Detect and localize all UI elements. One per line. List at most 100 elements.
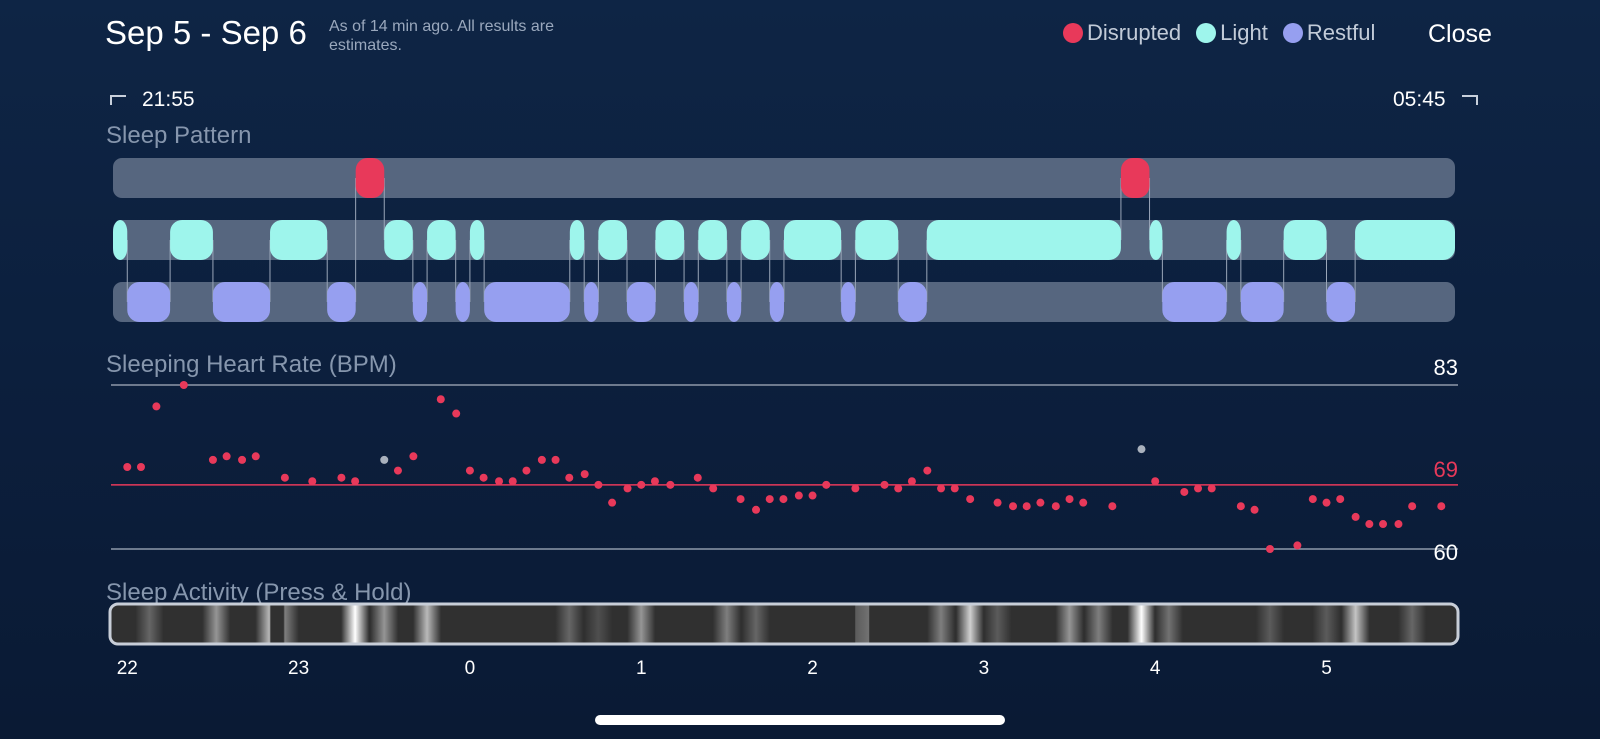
heart-rate-point [937, 484, 946, 493]
heart-rate-point [351, 477, 360, 486]
heart-rate-point [693, 473, 702, 482]
heart-rate-point [222, 452, 231, 461]
light-segment [783, 220, 842, 260]
heart-rate-point [1351, 512, 1360, 521]
heart-rate-point [380, 455, 389, 464]
x-axis: 22 23 0 1 2 3 4 5 [117, 658, 1332, 679]
heart-rate-point [966, 495, 975, 504]
legend-label: Restful [1306, 20, 1376, 45]
heart-rate-point [1079, 498, 1088, 507]
restful-segment [455, 282, 470, 322]
restful-segment [841, 282, 856, 322]
close-button[interactable]: Close [1428, 20, 1492, 48]
heart-rate-point [851, 484, 860, 493]
sleep-activity-chart[interactable] [108, 602, 1460, 646]
light-segment [469, 220, 485, 260]
start-time: 21:55 [110, 88, 195, 112]
x-tick-label: 4 [1150, 658, 1161, 679]
legend-light: Light [1196, 20, 1268, 46]
heart-rate-point [1322, 498, 1331, 507]
heart-rate-point [409, 452, 418, 461]
heart-rate-point [465, 466, 474, 475]
heart-rate-point [650, 477, 659, 486]
heart-rate-point [907, 477, 916, 486]
heart-rate-point [709, 484, 718, 493]
restful-segment [484, 282, 570, 322]
bracket-right-icon [1461, 95, 1478, 106]
restful-dot-icon [1282, 23, 1303, 43]
legend-disrupted: Disrupted [1063, 20, 1181, 46]
heart-rate-point [779, 495, 788, 504]
heart-rate-point [623, 484, 632, 493]
heart-rate-point [1137, 445, 1146, 454]
heart-rate-point [580, 470, 589, 479]
heart-rate-point [923, 466, 932, 475]
x-tick-label: 3 [979, 658, 990, 679]
heart-rate-point [594, 480, 603, 489]
sleep-activity-bar [108, 602, 1460, 646]
max-value-label: 83 [1434, 355, 1458, 380]
light-segment [741, 220, 770, 260]
sleep-pattern-chart [113, 158, 1455, 322]
heart-rate-point [1180, 487, 1189, 496]
heart-rate-point [1236, 502, 1245, 511]
restful-segment [127, 282, 171, 322]
heart-rate-point [1051, 502, 1060, 511]
heart-rate-point [1308, 495, 1317, 504]
heart-rate-point [666, 480, 675, 489]
heart-rate-point [522, 466, 531, 475]
min-value-label: 60 [1434, 540, 1458, 565]
heart-rate-point [123, 463, 132, 471]
restful-segment [726, 282, 742, 322]
heart-rate-point [1437, 502, 1446, 511]
light-segment [113, 220, 128, 260]
restful-segment [327, 282, 356, 322]
x-tick-label: 0 [465, 658, 476, 679]
heart-rate-point [993, 498, 1002, 507]
heart-rate-label: Sleeping Heart Rate (BPM) [106, 351, 397, 378]
legend: Disrupted Light Restful [1063, 20, 1390, 46]
end-time-label: 05:45 [1393, 88, 1446, 111]
heart-rate-point [894, 484, 903, 493]
heart-rate-point [136, 463, 145, 471]
heart-rate-point [551, 455, 560, 464]
restful-segment [1326, 282, 1356, 322]
heart-rate-point [251, 452, 260, 461]
heart-rate-point [752, 505, 761, 514]
light-segment [1149, 220, 1163, 260]
heart-rate-point [452, 409, 461, 418]
heart-rate-point [308, 477, 317, 486]
heart-rate-point [1151, 477, 1160, 486]
light-segment [655, 220, 685, 260]
heart-rate-point [1207, 484, 1216, 493]
heart-rate-point [1036, 498, 1045, 507]
heart-rate-point [1293, 541, 1302, 550]
heart-rate-point [565, 473, 574, 482]
heart-rate-point [179, 381, 188, 389]
restful-segment [898, 282, 927, 322]
heart-rate-point [1394, 520, 1403, 529]
heart-rate-point [238, 455, 247, 464]
restful-segment [412, 282, 428, 322]
disrupted-dot-icon [1063, 23, 1083, 43]
home-indicator[interactable] [595, 715, 1005, 725]
heart-rate-point [1065, 495, 1074, 504]
heart-rate-point [393, 466, 402, 475]
light-segment [170, 220, 213, 260]
heart-rate-point [1379, 520, 1388, 529]
x-tick-label: 2 [807, 658, 818, 679]
start-time-label: 21:55 [142, 88, 195, 111]
heart-rate-chart: 83 69 60 [111, 355, 1458, 565]
restful-segment [212, 282, 271, 322]
heart-rate-point [1265, 545, 1274, 553]
restful-segment [1240, 282, 1284, 322]
light-segment [855, 220, 899, 260]
light-segment [427, 220, 456, 260]
estimate-note: As of 14 min ago. All results are estima… [329, 18, 554, 54]
heart-rate-point [822, 480, 831, 489]
heart-rate-point [765, 495, 774, 504]
light-segment [384, 220, 413, 260]
heart-rate-point [1008, 502, 1017, 511]
heart-rate-point [1365, 520, 1374, 529]
